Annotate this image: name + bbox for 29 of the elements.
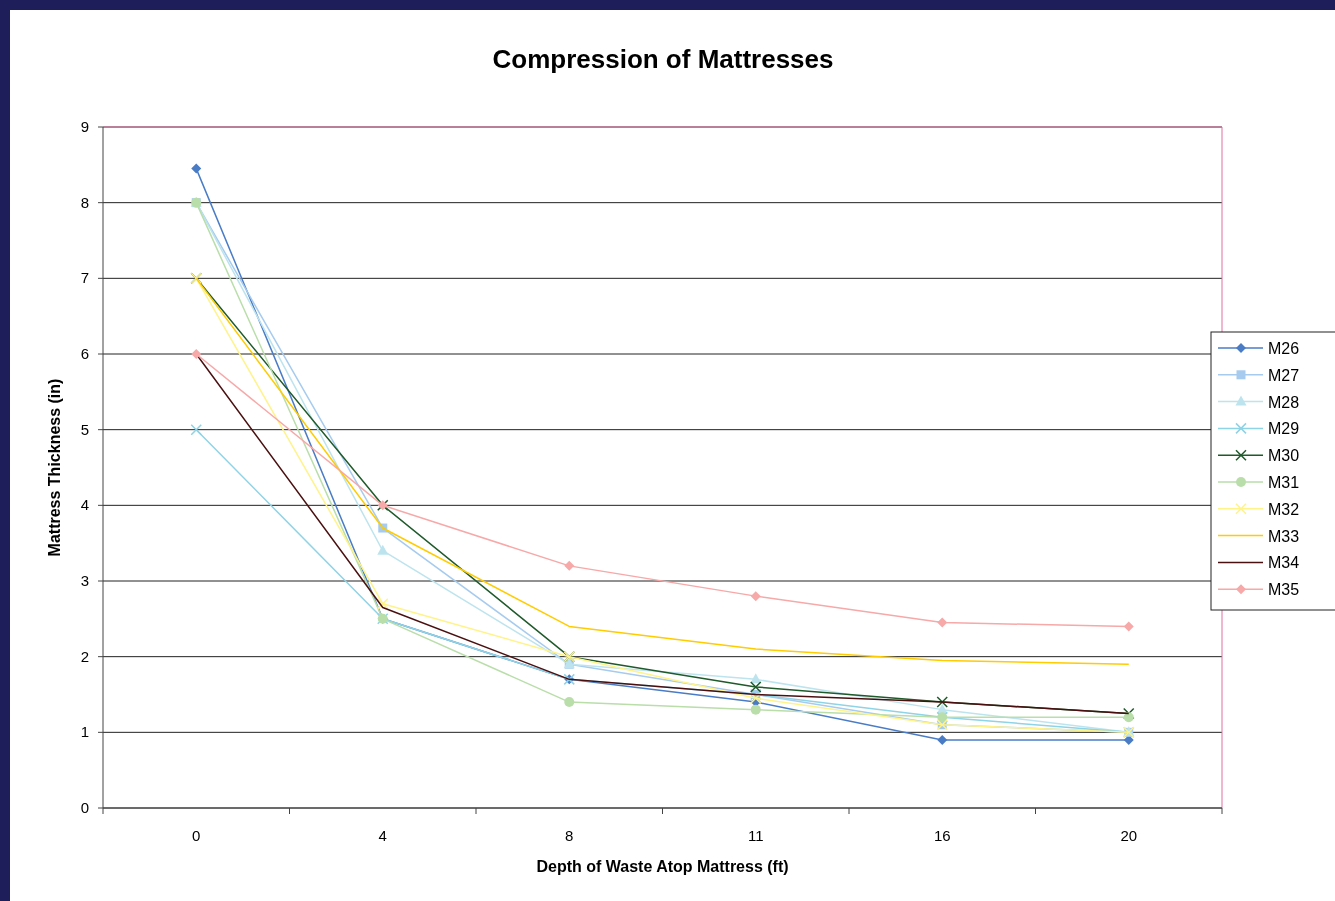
y-axis-title: Mattress Thickness (in) xyxy=(46,378,63,557)
y-tick-label: 5 xyxy=(80,420,89,438)
y-tick-label: 0 xyxy=(80,799,89,816)
y-tick-label: 1 xyxy=(80,723,89,741)
legend-label: M27 xyxy=(1268,366,1300,384)
legend-label: M26 xyxy=(1268,340,1300,357)
x-tick-label: 11 xyxy=(747,827,764,844)
y-tick-label: 7 xyxy=(80,269,89,287)
y-tick-label: 8 xyxy=(80,193,89,211)
x-tick-label: 20 xyxy=(1120,827,1138,844)
legend-label: M34 xyxy=(1268,554,1300,572)
x-tick-label: 0 xyxy=(192,827,201,844)
x-tick-label: 16 xyxy=(933,827,951,844)
legend-label: M30 xyxy=(1268,447,1300,465)
legend-label: M33 xyxy=(1268,527,1300,545)
y-tick-label: 2 xyxy=(80,647,89,665)
x-axis-title: Depth of Waste Atop Mattress (ft) xyxy=(536,858,789,875)
x-tick-label: 4 xyxy=(378,827,387,844)
legend-label: M29 xyxy=(1268,420,1300,438)
y-tick-label: 4 xyxy=(80,496,89,514)
legend-label: M35 xyxy=(1268,581,1300,599)
legend-label: M31 xyxy=(1268,474,1300,491)
y-tick-label: 6 xyxy=(80,345,89,362)
y-tick-label: 3 xyxy=(80,572,89,589)
x-tick-label: 8 xyxy=(565,827,574,844)
legend-label: M28 xyxy=(1268,393,1300,411)
y-tick-label: 9 xyxy=(80,118,89,135)
legend-label: M32 xyxy=(1268,500,1300,518)
chart-title: Compression of Mattresses xyxy=(492,44,834,74)
